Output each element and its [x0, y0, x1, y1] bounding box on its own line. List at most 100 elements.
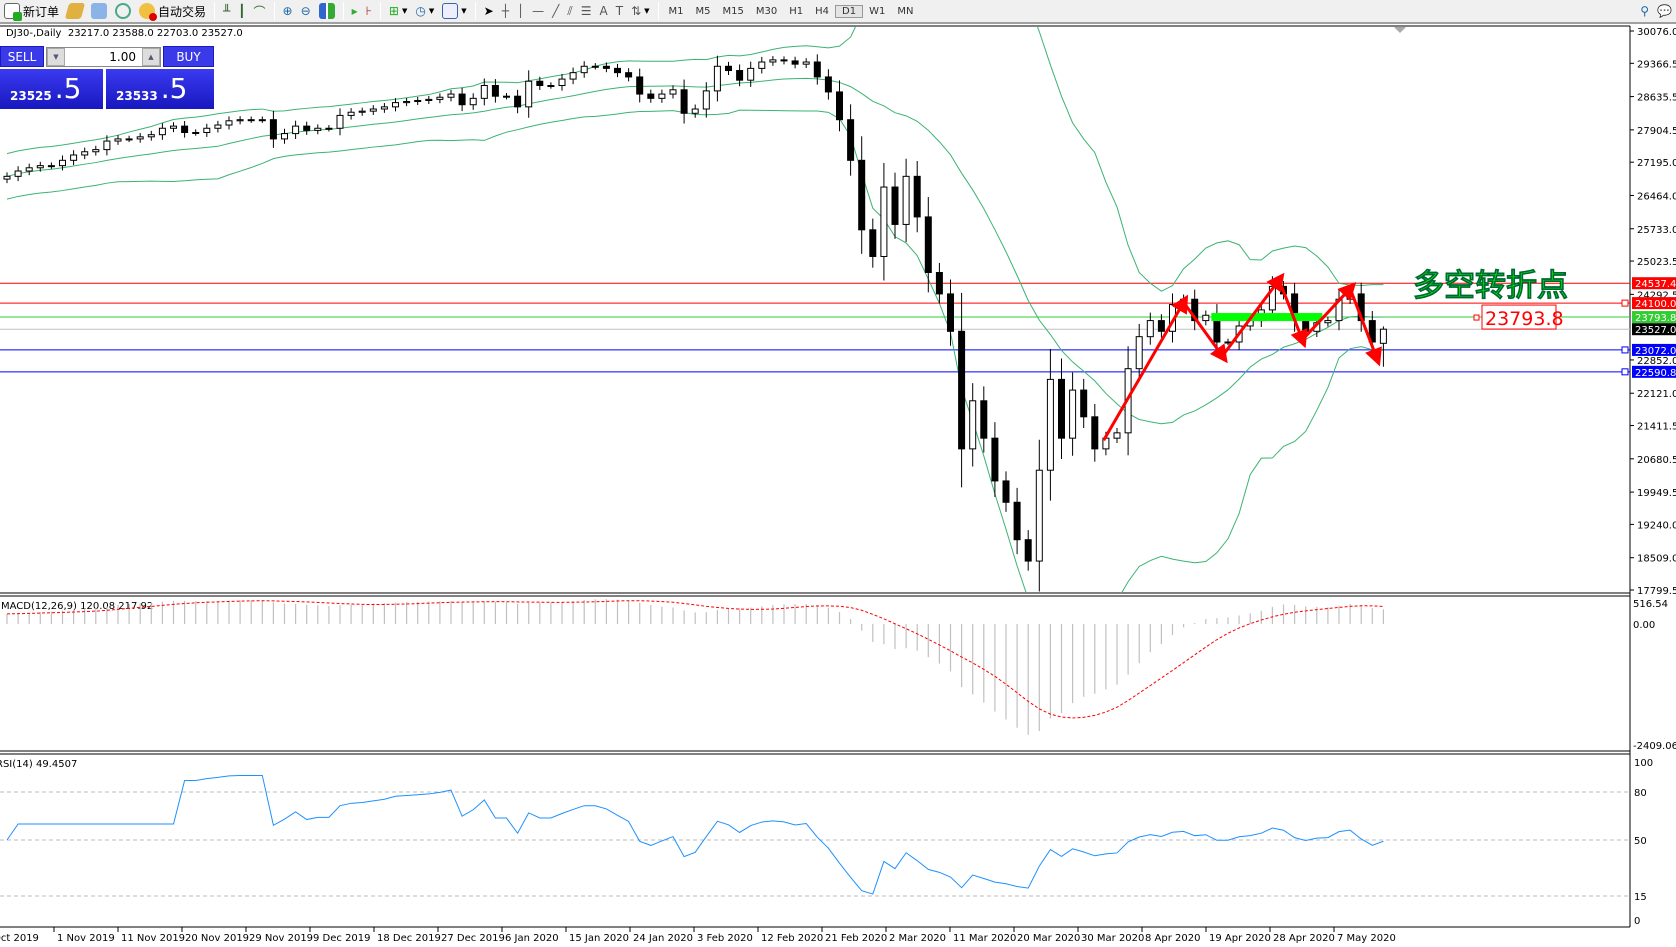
templates-button[interactable]: ▼ — [438, 0, 470, 22]
dropdown-arrow-icon: ▼ — [461, 7, 467, 15]
candle-body — [1368, 320, 1376, 343]
text-label-button[interactable]: T — [612, 0, 627, 22]
timeframe-bar: M1 M5 M15 M30 H1 H4 D1 W1 MN — [663, 4, 920, 18]
line-chart-button[interactable]: ⌒ — [250, 0, 270, 22]
cursor-button[interactable]: ➤ — [480, 0, 498, 22]
toolbar-separator — [273, 2, 275, 20]
equidistant-channel-button[interactable]: ⫽ — [563, 0, 576, 22]
timeframe-d1[interactable]: D1 — [835, 4, 864, 18]
price-axis: 30076.0 29366.5 28635.5 27904.5 27195.0 26464… — [1621, 27, 1676, 597]
time-tick-label: Oct 2019 — [0, 933, 39, 944]
candle-body — [991, 437, 999, 482]
price-tick-label: 27195.0 — [1637, 158, 1676, 169]
sell-price-button[interactable]: 23525 .5 — [0, 69, 103, 109]
time-tick-label: 15 Jan 2020 — [569, 933, 629, 944]
candle-body — [514, 95, 522, 108]
candle-body — [358, 110, 366, 113]
candle-body — [14, 170, 22, 177]
lot-stepper[interactable]: ▼ 1.00 ▲ — [46, 47, 161, 67]
candle-body — [436, 96, 444, 100]
horizontal-line-button[interactable]: — — [528, 0, 548, 22]
candle-body — [458, 93, 466, 106]
new-order-button[interactable]: 新订单 — [0, 0, 63, 22]
indicators-button[interactable]: ⊞ ▼ — [385, 0, 411, 22]
navigator-icon — [91, 3, 108, 19]
candle-body — [691, 108, 699, 114]
candle-body — [525, 80, 533, 108]
market-watch-button[interactable] — [63, 0, 87, 22]
price-line-tag — [1632, 311, 1676, 324]
buy-price-button[interactable]: 23533 .5 — [106, 69, 214, 109]
trendline-button[interactable]: ╱ — [548, 0, 563, 22]
bar-chart-button[interactable]: ╨ — [219, 0, 234, 22]
chat-button[interactable]: 💬 — [1653, 0, 1676, 22]
price-tick-label: 25733.0 — [1637, 225, 1676, 236]
time-tick-label: 27 Dec 2019 — [441, 933, 505, 944]
periods-button[interactable]: ◷ ▼ — [411, 0, 438, 22]
annotations: 多空转折点 23793.8 — [1102, 268, 1568, 442]
timeframe-w1[interactable]: W1 — [869, 5, 886, 17]
price-tick-label: 22121.0 — [1637, 389, 1676, 400]
tile-windows-button[interactable] — [315, 0, 339, 22]
candle-body — [802, 61, 810, 65]
crosshair-button[interactable]: ┼ — [498, 0, 513, 22]
candle-body — [636, 76, 644, 95]
lot-decrease-button[interactable]: ▼ — [47, 48, 65, 66]
navigator-button[interactable] — [87, 0, 111, 22]
candle-body — [602, 65, 610, 69]
timeframe-m15[interactable]: M15 — [722, 5, 744, 17]
toolbar-separator — [342, 2, 344, 20]
rsi-axis-label: 100 — [1634, 758, 1653, 769]
candle-body — [980, 400, 988, 439]
fibonacci-button[interactable]: ☰ — [577, 0, 596, 22]
candle-body — [1013, 501, 1021, 541]
time-tick-label: 11 Nov 2019 — [121, 933, 185, 944]
zoom-out-button[interactable]: ⊖ — [297, 0, 315, 22]
zoom-in-button[interactable]: ⊕ — [279, 0, 297, 22]
timeframe-h4[interactable]: H4 — [815, 5, 830, 17]
candle-body — [847, 119, 855, 161]
timeframe-h1[interactable]: H1 — [789, 5, 804, 17]
trend-arrow-line — [1348, 288, 1382, 367]
timeframe-m1[interactable]: M1 — [668, 5, 684, 17]
chart-shift-button[interactable]: ⊦ — [362, 0, 376, 22]
text-button[interactable]: A — [596, 0, 612, 22]
time-tick-label: 20 Nov 2019 — [185, 933, 249, 944]
candle-body — [114, 138, 122, 142]
vertical-line-icon: │ — [516, 4, 525, 18]
candle-body — [25, 167, 33, 172]
sell-button[interactable]: SELL — [0, 46, 44, 67]
price-line-tag — [1632, 297, 1676, 310]
candle-body — [580, 65, 588, 74]
buy-button[interactable]: BUY — [163, 46, 214, 67]
timeframe-m5[interactable]: M5 — [695, 5, 711, 17]
candle-body — [269, 119, 277, 140]
timeframe-m30[interactable]: M30 — [755, 5, 778, 17]
vertical-line-button[interactable]: │ — [513, 0, 528, 22]
chart-window[interactable]: 多空转折点 23793.8 30076.0 29366.5 28635.5 27904.… — [0, 24, 1676, 947]
lot-increase-button[interactable]: ▲ — [142, 48, 160, 66]
arrows-button[interactable]: ⇅ ▼ — [627, 0, 653, 22]
candle-body — [292, 125, 300, 135]
lot-input[interactable]: 1.00 — [109, 50, 136, 64]
price-line-tag-label: 23793.8 — [1635, 313, 1676, 324]
candle-body — [147, 134, 155, 138]
macd-axis-label: 516.54 — [1633, 599, 1668, 610]
candlestick-button[interactable]: ┃ — [234, 0, 249, 22]
new-order-icon — [4, 3, 22, 21]
auto-scroll-button[interactable]: ▸ — [348, 0, 362, 22]
candle-body — [1035, 469, 1043, 562]
price-tick-label: 29366.5 — [1637, 59, 1676, 70]
search-icon: ⚲ — [1640, 4, 1650, 18]
candle-body — [947, 293, 954, 332]
fibonacci-icon: ☰ — [580, 4, 592, 18]
auto-trading-button[interactable]: 自动交易 — [135, 0, 210, 22]
signals-button[interactable] — [111, 0, 135, 22]
candle-body — [403, 101, 411, 104]
search-button[interactable]: ⚲ — [1636, 0, 1653, 22]
price-tick-label: 24292.5 — [1637, 290, 1676, 301]
toolbar-separator — [214, 2, 216, 20]
timeframe-mn[interactable]: MN — [897, 5, 914, 17]
candlestick-icon: ┃ — [238, 4, 246, 18]
